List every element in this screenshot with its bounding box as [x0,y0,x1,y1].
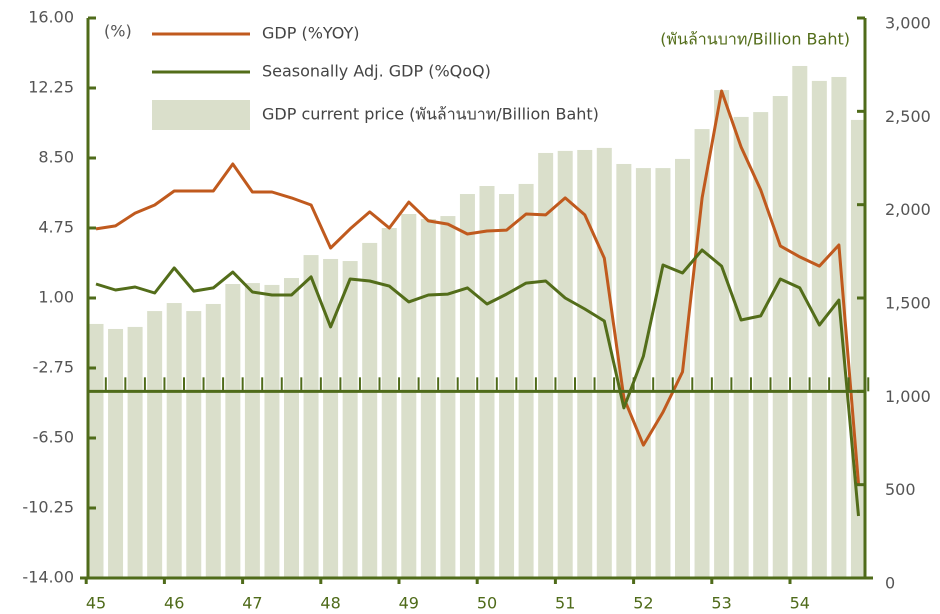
chart: (%) (พันล้านบาท/Billion Baht) -14.00 -10.… [0,0,940,614]
y2-tick-label: 0 [885,574,895,593]
y-tick-label: 8.50 [38,148,74,167]
y-tick-label: -14.00 [22,568,74,587]
bar-layer [89,66,866,578]
bar [382,228,397,578]
bar [186,311,201,578]
y2-tick-label: 2,500 [885,107,931,126]
y-tick-label: -6.50 [33,428,74,447]
legend-swatch [152,100,250,130]
bar [773,96,788,578]
bar [225,284,240,578]
bar [714,90,729,578]
bar [538,153,553,578]
x-tick-label: 46 [164,594,184,613]
y2-tick-label: 3,000 [885,14,931,33]
y2-tick-label: 500 [885,480,916,499]
y-tick-label: 16.00 [28,8,74,27]
bar [284,278,299,578]
bar [734,117,749,578]
legend-label: Seasonally Adj. GDP (%QoQ) [262,62,491,81]
bar [655,168,670,578]
bar [792,66,807,578]
bar [421,219,436,578]
bar [167,303,182,578]
bar [558,151,573,578]
bar [264,285,279,578]
x-tick-label: 51 [555,594,575,613]
y2-tick-label: 2,000 [885,200,931,219]
bar [812,81,827,578]
bar [480,186,495,578]
legend-label: GDP current price (พันล้านบาท/Billion Ba… [262,105,599,124]
bar [245,283,260,578]
bar [206,304,221,578]
legend-label: GDP (%YOY) [262,24,360,43]
bar [362,243,377,578]
x-tick-label: 52 [633,594,653,613]
bar [323,259,338,578]
y-axis-title: (%) [104,22,132,41]
y2-axis-title: (พันล้านบาท/Billion Baht) [660,30,850,49]
x-tick-label: 54 [790,594,810,613]
x-tick-label: 45 [86,594,106,613]
y-tick-label: -2.75 [33,358,74,377]
bar [499,194,514,578]
bar [343,261,358,578]
y2-tick-label: 1,000 [885,387,931,406]
bar [128,327,143,578]
x-tick-label: 49 [399,594,419,613]
bar [519,184,534,578]
x-tick-label: 53 [711,594,731,613]
bar [147,311,162,578]
bar [108,329,123,578]
bar [831,77,846,578]
y-tick-label: 1.00 [38,288,74,307]
y-tick-label: 4.75 [38,218,74,237]
y-tick-label: -10.25 [22,498,74,517]
bar [401,214,416,578]
bar [597,148,612,578]
bar [89,324,104,578]
x-tick-label: 48 [320,594,340,613]
bar [460,194,475,578]
y2-tick-label: 1,500 [885,294,931,313]
x-tick-label: 50 [477,594,497,613]
y-tick-label: 12.25 [28,78,74,97]
x-tick-label: 47 [242,594,262,613]
bar [304,255,319,578]
bar [440,216,455,578]
